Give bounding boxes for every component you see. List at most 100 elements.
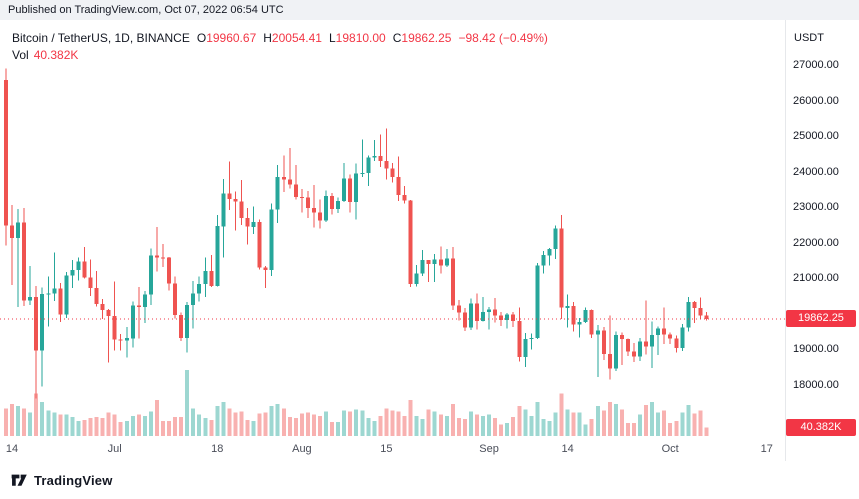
legend-volume-row: Vol 40.382K: [12, 47, 548, 64]
volume-bar: [450, 404, 455, 436]
price-tick-19000: 19000.00: [793, 343, 839, 356]
candle-body: [124, 338, 129, 341]
volume-bar: [595, 406, 600, 436]
volume-bar: [565, 409, 570, 436]
volume-bar: [583, 424, 588, 436]
tradingview-brand[interactable]: TradingView: [34, 472, 113, 488]
candle-body: [692, 301, 697, 309]
legend-change: −98.42 (−0.49%): [458, 31, 548, 45]
candle-body: [185, 305, 190, 338]
price-tick-24000: 24000.00: [793, 165, 839, 178]
volume-bar: [462, 419, 467, 436]
volume-bar: [348, 411, 353, 436]
candle-body: [523, 339, 528, 357]
candle-body: [686, 301, 691, 328]
volume-bar: [34, 393, 39, 436]
volume-bar: [686, 405, 691, 436]
volume-value: 40.382K: [33, 48, 79, 62]
price-axis: USDT: [785, 20, 859, 461]
volume-bar: [293, 417, 298, 436]
candle-body: [88, 277, 93, 288]
candle-body: [541, 255, 546, 266]
candle-body: [58, 288, 63, 315]
candle-body: [366, 157, 371, 174]
candle-body: [299, 196, 304, 198]
last-volume-badge: 40.382K: [786, 418, 856, 436]
volume-bar: [58, 414, 63, 436]
candle-body: [583, 309, 588, 322]
volume-bar: [438, 414, 443, 436]
candle-body: [529, 338, 534, 340]
volume-bar: [70, 416, 75, 436]
volume-bar: [112, 414, 117, 436]
volume-bar: [360, 410, 365, 436]
volume-bar: [40, 401, 45, 436]
price-tick-26000: 26000.00: [793, 94, 839, 107]
candle-body: [438, 259, 443, 266]
tradingview-logo-icon[interactable]: [10, 471, 28, 489]
candle-body: [372, 156, 377, 158]
candle-body: [565, 305, 570, 308]
volume-bar: [535, 401, 540, 436]
candle-body: [52, 288, 57, 294]
volume-bar: [650, 401, 655, 436]
volume-bar: [10, 404, 14, 436]
volume-bar: [619, 409, 624, 436]
volume-bar: [372, 421, 377, 436]
candle-body: [414, 273, 419, 285]
legend-o-value: 19960.67: [206, 31, 257, 45]
volume-bar: [420, 419, 425, 436]
volume-bar: [505, 423, 510, 436]
volume-bar: [607, 401, 612, 436]
price-tick-22000: 22000.00: [793, 236, 839, 249]
candle-body: [571, 305, 576, 325]
legend-h-key: H: [263, 31, 272, 45]
volume-bar: [680, 412, 685, 436]
candle-body: [577, 322, 582, 325]
candle-body: [167, 257, 171, 284]
candle-body: [511, 314, 516, 322]
candle-body: [215, 226, 220, 286]
legend-ohlc-row: Bitcoin / TetherUS, 1D, BINANCE O19960.67…: [12, 30, 548, 47]
volume-bar: [148, 411, 153, 436]
candle-body: [227, 193, 232, 199]
candle-body: [40, 294, 45, 351]
candle-body: [148, 255, 153, 295]
volume-bar: [173, 416, 178, 436]
legend-h-value: 20054.41: [271, 31, 322, 45]
volume-bar: [215, 406, 220, 436]
candle-body: [155, 255, 159, 258]
volume-bar: [46, 410, 51, 436]
volume-bar: [197, 414, 202, 436]
volume-bar: [475, 414, 479, 436]
volume-bar: [553, 412, 558, 436]
candle-body: [197, 284, 202, 294]
candle-body: [499, 315, 504, 320]
time-tick-Aug: Aug: [292, 443, 312, 455]
candle-body: [209, 270, 214, 286]
candle-body: [191, 293, 196, 306]
candle-body: [517, 321, 522, 357]
volume-bar: [523, 409, 528, 436]
candle-body: [613, 335, 618, 369]
time-tick-18: 18: [211, 443, 224, 455]
candle-body: [324, 196, 328, 221]
volume-bar: [28, 412, 33, 436]
time-tick-17: 17: [760, 443, 773, 455]
candle-body: [94, 287, 99, 304]
candle-body: [390, 168, 395, 177]
price-tick-18000: 18000.00: [793, 379, 839, 391]
volume-bar: [408, 399, 413, 436]
volume-bar: [384, 408, 389, 436]
legend-l-key: L: [328, 31, 336, 45]
candle-body: [704, 315, 709, 319]
volume-bar: [124, 421, 129, 436]
volume-bar: [179, 416, 184, 436]
legend-ohlc: O19960.67 H20054.41 L19810.00 C19862.25: [190, 31, 452, 45]
volume-bar: [330, 422, 335, 436]
candle-body: [432, 259, 437, 265]
volume-bar: [233, 412, 238, 436]
candle-body: [118, 339, 123, 341]
candle-body: [64, 275, 69, 315]
volume-bar: [668, 423, 673, 436]
